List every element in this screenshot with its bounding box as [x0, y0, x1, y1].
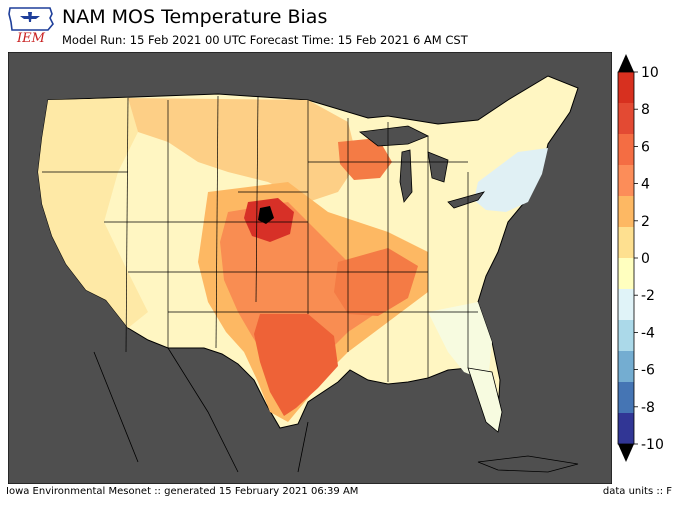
map-subtitle: Model Run: 15 Feb 2021 00 UTC Forecast T…	[62, 33, 468, 47]
colorbar-tick-label: -8	[641, 400, 655, 416]
colorbar-tick-label: 4	[641, 177, 650, 193]
colorbar-max-arrow	[618, 54, 634, 72]
lake-huron	[427, 151, 449, 183]
cuba-outline	[477, 455, 579, 473]
colorbar-min-arrow	[618, 444, 634, 462]
bias-zone-west	[38, 98, 148, 328]
bias-zone-north-plains	[128, 98, 358, 202]
footer-credit: Iowa Environmental Mesonet :: generated …	[6, 486, 359, 497]
colorbar-tick-label: 0	[641, 251, 650, 267]
bias-zone-southeast	[428, 302, 492, 382]
colorbar-swatch	[618, 196, 634, 228]
colorbar-tick-label: -2	[641, 288, 655, 304]
airplane-icon	[20, 12, 40, 22]
florida-peninsula	[467, 367, 503, 433]
lake-superior	[358, 125, 429, 147]
iem-logo: IEM	[8, 7, 54, 46]
colorbar-swatch	[618, 413, 634, 445]
colorbar-tick-label: 8	[641, 102, 650, 118]
colorbar-tick-label: 6	[641, 139, 650, 155]
colorbar-tick-label: 10	[641, 65, 659, 81]
bias-zone-midsouth	[334, 248, 418, 316]
footer-units: data units :: F	[602, 486, 672, 497]
state-borders	[42, 95, 478, 382]
colorbar-swatch	[618, 289, 634, 321]
lake-erie	[447, 191, 486, 209]
colorbar-swatch	[618, 351, 634, 383]
colorbar-swatch	[618, 227, 634, 259]
mexico-coast	[93, 347, 309, 473]
bias-zone-northeast-cold	[474, 148, 548, 212]
colorbar-swatch	[618, 258, 634, 290]
bias-zone-peak	[258, 206, 274, 224]
colorbar-tick-label: -10	[641, 437, 664, 453]
colorbar-swatch	[618, 320, 634, 352]
colorbar: 10 8 6 4 2 0 -2 -4 -6 -8 -10	[617, 54, 664, 462]
colorbar-swatch	[618, 103, 634, 135]
colorbar-tick-label: 2	[641, 214, 650, 230]
temperature-bias-map	[8, 52, 612, 484]
colorbar-swatch	[618, 382, 634, 414]
colorbar-swatch	[618, 134, 634, 166]
colorbar-swatch	[618, 72, 634, 104]
colorbar-tick-label: -4	[641, 325, 655, 341]
map-title: NAM MOS Temperature Bias	[62, 6, 328, 28]
colorbar-tick-label: -6	[641, 363, 655, 379]
lake-michigan	[399, 149, 413, 203]
colorbar-swatch	[618, 165, 634, 197]
logo-text: IEM	[16, 31, 46, 46]
bias-zone-texas	[254, 314, 338, 416]
bias-zone-wisconsin	[338, 138, 392, 180]
